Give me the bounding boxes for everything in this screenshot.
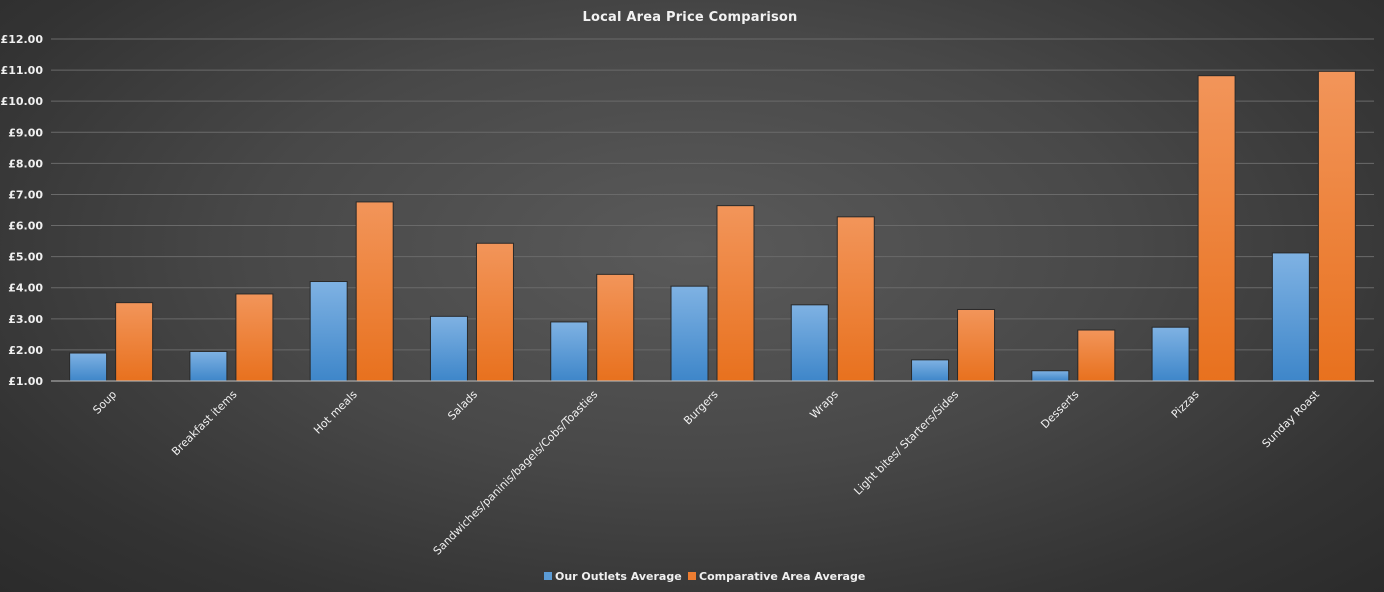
y-tick-label: £7.00 <box>8 188 43 201</box>
x-tick-label: Burgers <box>681 388 721 428</box>
bar-our-outlets <box>309 281 348 382</box>
bar-our-outlets <box>429 315 468 382</box>
bar-our-outlets <box>670 285 709 382</box>
y-tick-label: £6.00 <box>8 220 43 233</box>
bar-our-outlets <box>1031 370 1070 382</box>
bar-our-outlets <box>550 321 589 382</box>
x-tick-label: Salads <box>445 388 480 423</box>
y-tick-label: £4.00 <box>8 282 43 295</box>
y-tick-label: £1.00 <box>8 375 43 388</box>
x-tick-label: Sunday Roast <box>1260 387 1323 450</box>
x-tick-label: Desserts <box>1038 388 1081 431</box>
y-tick-label: £2.00 <box>8 344 43 357</box>
bar-comparative-area <box>1317 70 1356 382</box>
y-tick-label: £11.00 <box>1 64 44 77</box>
y-tick-label: £10.00 <box>1 95 44 108</box>
bar-our-outlets <box>1271 252 1310 382</box>
bar-comparative-area <box>1077 329 1116 382</box>
y-tick-label: £3.00 <box>8 313 43 326</box>
bar-comparative-area <box>957 308 996 382</box>
y-tick-label: £8.00 <box>8 157 43 170</box>
chart-title: Local Area Price Comparison <box>583 10 798 25</box>
x-tick-label: Soup <box>90 388 119 417</box>
legend-swatch-comparative-area <box>688 572 696 580</box>
legend-label: Our Outlets Average <box>555 570 682 583</box>
bar-comparative-area <box>235 293 274 382</box>
x-tick-label: Light bites/ Starters/Sides <box>851 388 961 498</box>
x-axis-ticks: Soup Breakfast items Hot meals SaladsSandwi… <box>90 387 1322 557</box>
bar-comparative-area <box>836 216 875 382</box>
bar-our-outlets <box>189 350 228 382</box>
x-tick-label: Wraps <box>807 388 841 422</box>
bar-comparative-area <box>475 242 514 382</box>
x-tick-label: Pizzas <box>1169 388 1202 421</box>
bar-comparative-area <box>596 273 635 382</box>
y-tick-label: £12.00 <box>1 33 44 46</box>
y-tick-label: £5.00 <box>8 251 43 264</box>
y-axis-ticks: £1.00 £2.00 £3.00 £4.00 £5.00 £6.00 £7.00 £8.00… <box>1 33 44 388</box>
bar-comparative-area <box>355 201 394 382</box>
legend-label: Comparative Area Average <box>699 570 865 583</box>
bar-our-outlets <box>1151 326 1190 382</box>
bar-comparative-area <box>716 205 755 382</box>
x-tick-label: Hot meals <box>311 388 360 437</box>
bar-our-outlets <box>790 304 829 382</box>
bar-comparative-area <box>1197 75 1236 382</box>
x-tick-label: Breakfast items <box>169 388 240 459</box>
bar-comparative-area <box>115 302 154 382</box>
bars <box>69 70 1356 382</box>
legend-swatch-our-outlets <box>544 572 552 580</box>
y-tick-label: £9.00 <box>8 126 43 139</box>
bar-our-outlets <box>69 352 108 382</box>
bar-our-outlets <box>911 359 950 382</box>
legend: Our Outlets Average Comparative Area Aver… <box>544 570 865 583</box>
